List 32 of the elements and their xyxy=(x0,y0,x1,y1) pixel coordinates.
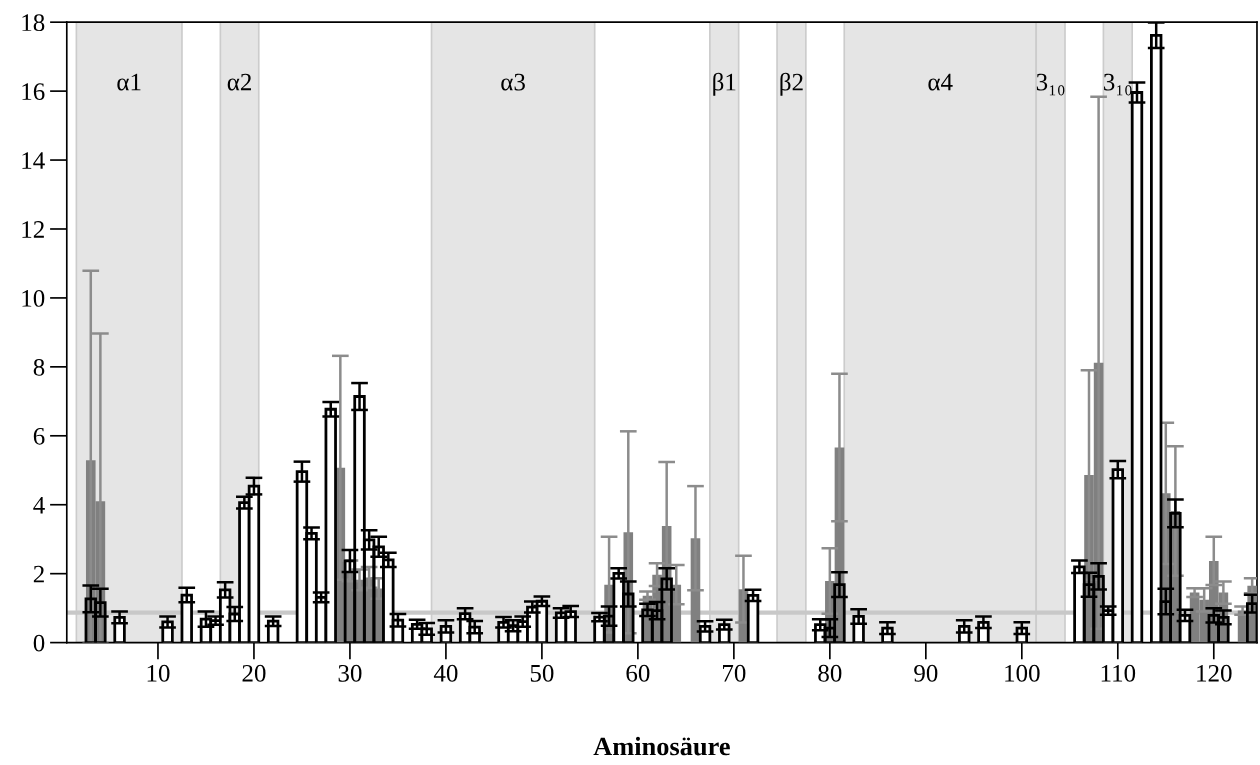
x-tick-label: 30 xyxy=(338,664,362,682)
y-tick-label: 12 xyxy=(22,221,44,238)
x-axis-title: Aminosäure xyxy=(593,736,730,756)
y-tick-label: 18 xyxy=(22,14,45,32)
y-tick-label: 6 xyxy=(33,427,45,445)
x-tick-label: 60 xyxy=(626,664,650,682)
x-tick-label: 70 xyxy=(723,664,746,682)
x-tick-label: 40 xyxy=(433,664,458,682)
band-label: β1 xyxy=(713,72,736,96)
x-tick-label: 20 xyxy=(242,664,266,682)
x-tick-label: 110 xyxy=(1101,664,1136,682)
x-tick-label: 10 xyxy=(147,664,170,682)
x-tick-label: 50 xyxy=(530,664,554,682)
bar xyxy=(746,593,760,643)
band-label: α2 xyxy=(227,73,251,91)
y-tick-label: 0 xyxy=(33,634,45,652)
y-tick-label: 8 xyxy=(33,358,45,376)
y-tick-label: 2 xyxy=(33,565,44,583)
band-label: 3₁₀ xyxy=(1036,73,1065,96)
y-tick-label: 16 xyxy=(22,83,45,101)
x-tick-label: 90 xyxy=(914,664,938,682)
band-label: α3 xyxy=(501,73,525,91)
band-label: 3₁₀ xyxy=(1104,73,1132,96)
x-tick-label: 80 xyxy=(818,664,842,682)
x-tick-label: 100 xyxy=(1005,664,1040,682)
band-label: α4 xyxy=(928,73,953,91)
band-label: β2 xyxy=(780,72,803,96)
band-label: α1 xyxy=(117,73,141,91)
y-tick-label: 14 xyxy=(22,152,45,169)
x-tick-label: 120 xyxy=(1197,664,1232,682)
y-tick-label: 4 xyxy=(33,496,45,514)
y-tick-label: 10 xyxy=(22,289,45,307)
